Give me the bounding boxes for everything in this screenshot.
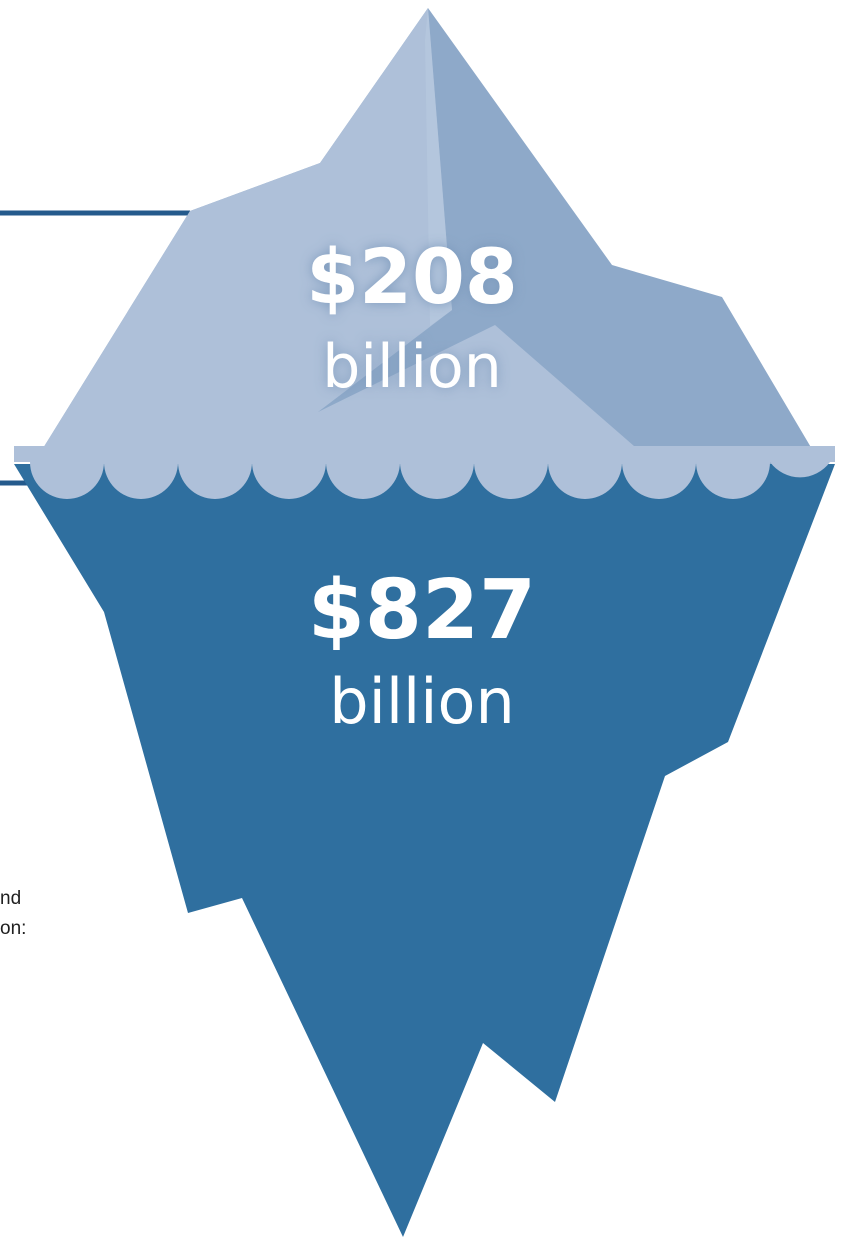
above-water-amount: $208 [306, 232, 518, 321]
above-water-unit: billion [322, 332, 502, 402]
below-water-unit: billion [329, 665, 515, 738]
cut-off-text-line-1: nd [0, 888, 22, 909]
iceberg-below-water [14, 464, 835, 1237]
cut-off-text-line-2: on: [0, 918, 27, 939]
iceberg-tip-shade-facet [425, 8, 452, 326]
iceberg-tip-light-face [32, 8, 642, 466]
waterline-waves [14, 446, 835, 499]
below-water-amount: $827 [308, 563, 536, 658]
iceberg-above-water [32, 8, 822, 466]
